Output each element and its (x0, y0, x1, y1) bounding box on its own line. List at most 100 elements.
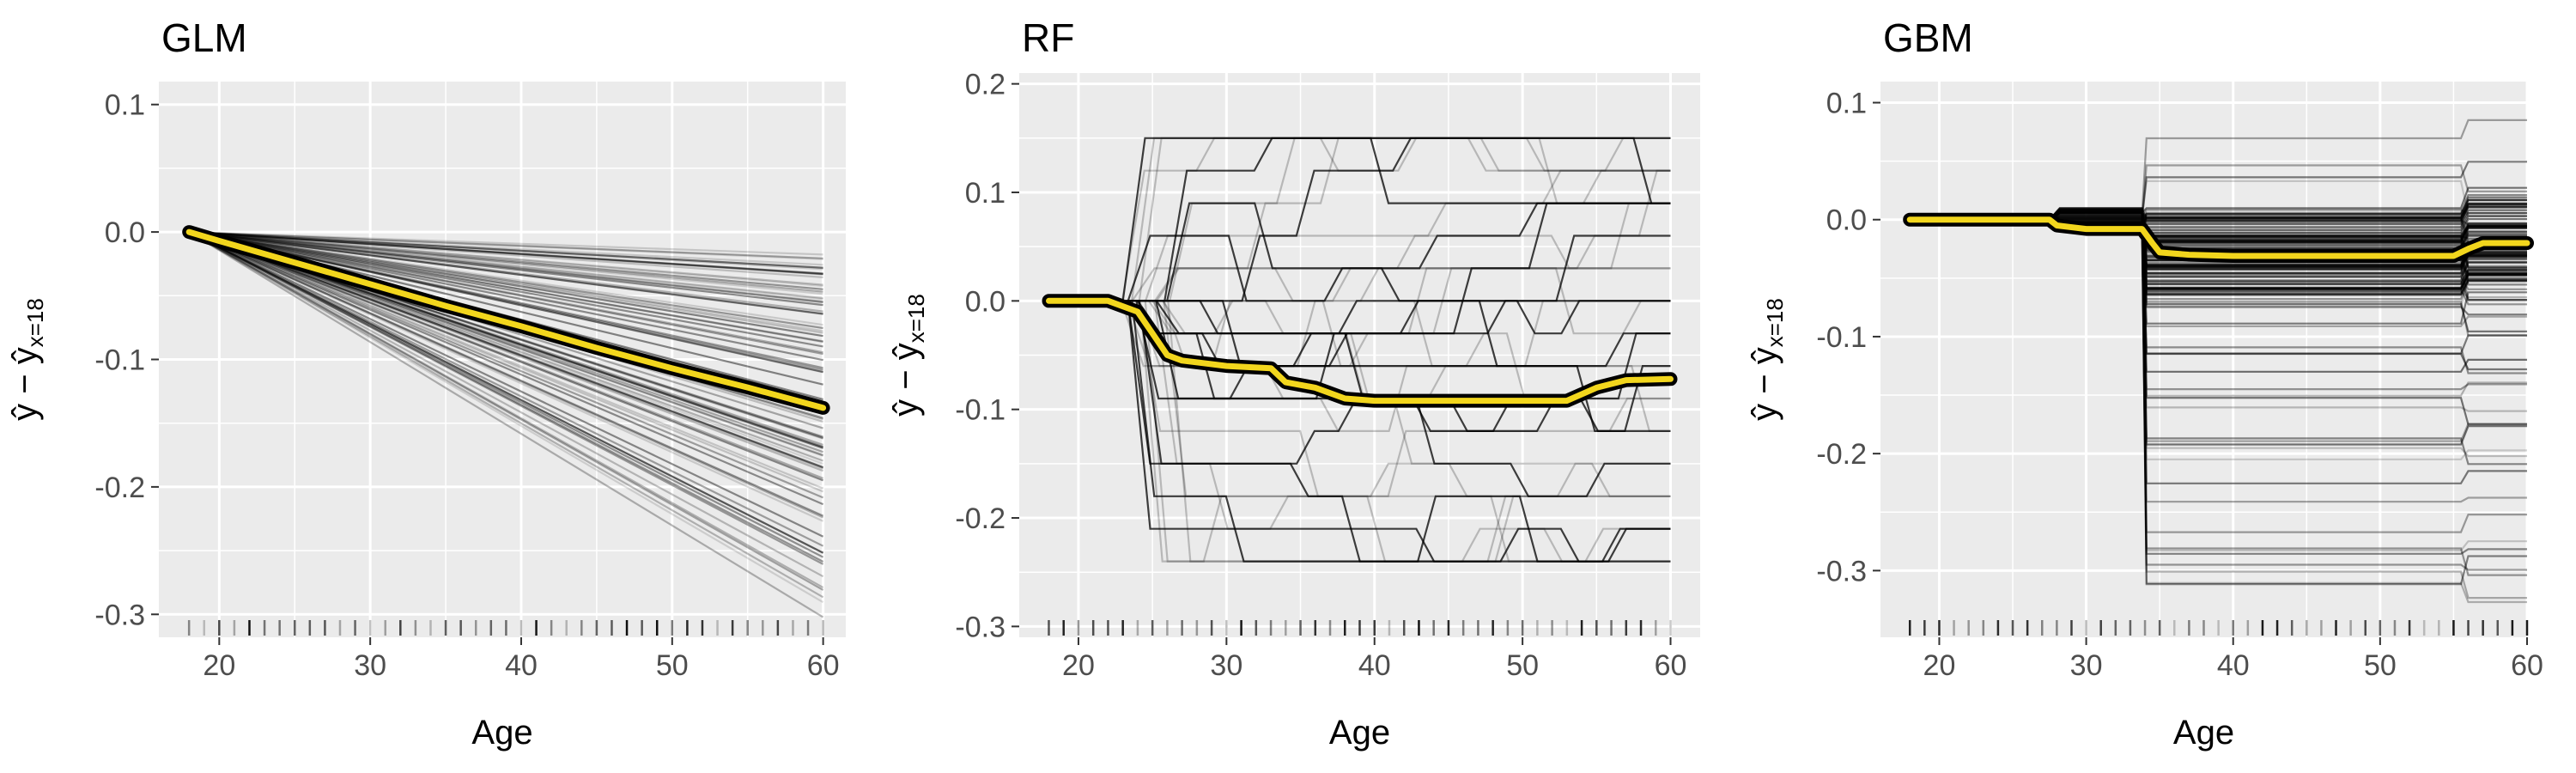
ice-line (189, 231, 823, 301)
ice-line (189, 231, 823, 343)
ice-line (188, 231, 824, 604)
ice-line (188, 231, 824, 618)
pd-line (185, 228, 827, 411)
y-tick-label: 0.0 (965, 285, 1005, 318)
ice-line (188, 231, 823, 354)
ice-line (189, 231, 823, 315)
ice-line (188, 231, 823, 469)
x-tick-label: 20 (1923, 649, 1956, 682)
ice-line (188, 231, 824, 578)
x-tick-label: 40 (2217, 649, 2250, 682)
ice-line (189, 231, 823, 276)
ice-line (189, 231, 823, 256)
ice-line (189, 231, 823, 266)
ice-line (189, 231, 823, 307)
ice-line (189, 231, 823, 304)
ice-line (188, 231, 824, 589)
ice-line (1048, 300, 1671, 497)
panel-title: RF (1022, 15, 1074, 60)
ice-line (189, 231, 823, 271)
ice-line (1048, 300, 1671, 563)
x-axis-title: Age (1329, 714, 1390, 752)
ice-line (188, 231, 823, 470)
ice-line (189, 231, 823, 293)
ice-line (1048, 300, 1671, 368)
y-tick-label: 0.2 (965, 69, 1005, 101)
y-tick-label: -0.1 (955, 394, 1005, 427)
ice-line (188, 231, 823, 371)
ice-line (188, 231, 823, 472)
ice-line (189, 231, 823, 260)
y-axis-title: ŷ − ŷx=18 (6, 298, 48, 421)
x-tick-label: 20 (203, 649, 235, 682)
ice-line (189, 231, 823, 278)
ice-line (1048, 300, 1671, 563)
ice-line (1048, 137, 1671, 302)
ice-line (188, 231, 824, 547)
ice-line (189, 231, 823, 315)
ice-line (189, 231, 823, 338)
panel-title: GBM (1883, 15, 1973, 60)
ice-line (189, 231, 823, 334)
ice-line (189, 231, 823, 269)
ice-line (188, 231, 824, 563)
pd-line (1046, 297, 1674, 405)
ice-line (188, 231, 824, 554)
x-tick-label: 60 (1655, 649, 1687, 682)
ice-line (188, 231, 824, 558)
ice-line (189, 231, 823, 276)
x-tick-label: 40 (1358, 649, 1391, 682)
ice-line (188, 231, 824, 599)
ice-line (1048, 267, 1671, 335)
ice-line (188, 231, 824, 499)
y-tick-label: -0.2 (94, 472, 145, 504)
ice-line (188, 231, 823, 462)
x-tick-label: 40 (505, 649, 538, 682)
x-tick-label: 30 (2070, 649, 2103, 682)
x-tick-label: 50 (656, 649, 689, 682)
ice-line (188, 231, 824, 482)
ice-line (189, 231, 823, 348)
ice-line (1048, 169, 1671, 302)
y-tick-label: 0.1 (965, 177, 1005, 210)
x-tick-label: 60 (807, 649, 840, 682)
ice-line (188, 231, 823, 374)
y-tick-label: -0.3 (94, 599, 145, 631)
x-tick-label: 50 (2364, 649, 2397, 682)
ice-line (188, 231, 823, 479)
ice-line (1048, 137, 1671, 302)
ice-line (188, 231, 824, 522)
ice-line (188, 231, 823, 362)
y-axis-title: ŷ − ŷx=18 (1746, 298, 1788, 421)
ice-line (188, 231, 824, 517)
y-tick-label: -0.3 (1816, 555, 1867, 587)
ice-line (188, 231, 823, 470)
ice-line (188, 231, 823, 369)
ice-line (189, 231, 823, 288)
y-tick-label: 0.1 (1826, 88, 1867, 120)
x-tick-label: 50 (1506, 649, 1539, 682)
ice-line (1048, 267, 1671, 368)
ice-line (189, 231, 823, 295)
ice-line (188, 231, 824, 538)
x-axis-title: Age (471, 714, 532, 752)
ice-line (189, 231, 823, 313)
ice-line (189, 231, 823, 343)
ice-line (189, 231, 823, 269)
panel-rf: 20 30 40 50 60 0.2 0.1 0.0 -0.1 -0.2 -0.3 RF Age ŷ − … (887, 15, 1700, 752)
x-tick-label: 60 (2511, 649, 2543, 682)
pd-line (1906, 216, 2530, 259)
ice-line (188, 231, 824, 554)
panel-title: GLM (161, 15, 247, 60)
y-tick-label: 0.0 (105, 216, 145, 249)
ice-line (1048, 267, 1671, 368)
ice-line (1048, 137, 1671, 302)
ice-line (1048, 202, 1671, 400)
y-tick-label: -0.2 (1816, 438, 1867, 471)
ice-line (1048, 202, 1671, 368)
ice-line (189, 231, 823, 330)
ice-line (188, 231, 824, 519)
ice-line (189, 231, 823, 275)
ice-line (189, 231, 823, 326)
